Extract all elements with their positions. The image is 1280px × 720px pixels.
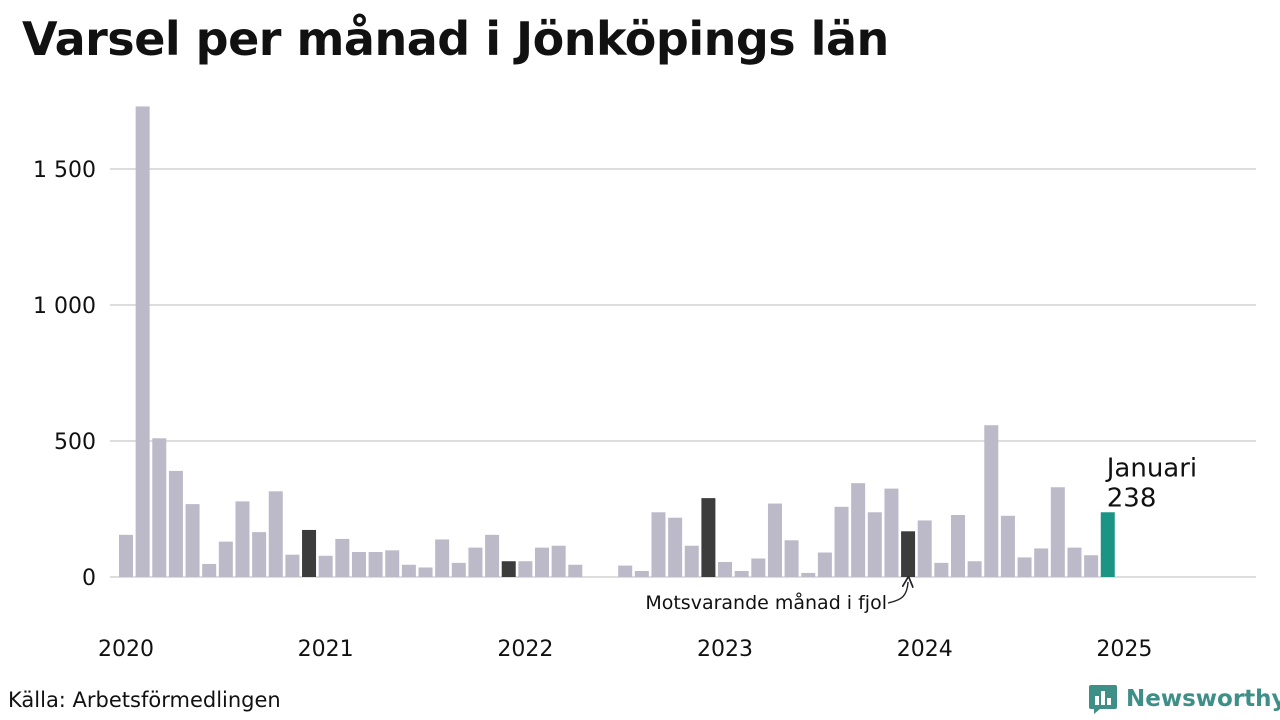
x-tick-label: 2020 [98, 637, 154, 662]
highlight-value-label: 238 [1107, 483, 1157, 513]
bar [867, 512, 882, 577]
bar [751, 558, 766, 577]
x-tick-label: 2022 [497, 637, 553, 662]
bar [418, 567, 433, 577]
bar [551, 545, 566, 577]
bar [684, 545, 699, 577]
bar [967, 561, 982, 577]
bar [1034, 548, 1049, 577]
bar [917, 520, 932, 577]
bar [401, 564, 416, 577]
x-tick-label: 2023 [697, 637, 753, 662]
y-tick-label: 0 [82, 566, 96, 591]
bar-chart: 0 500 1 000 1 500 2020 2021 2022 2023 2024 2025 Ja… [33, 106, 1256, 662]
bar [1050, 487, 1065, 577]
bar [817, 552, 832, 577]
bar [318, 555, 333, 577]
source-label: Källa: Arbetsförmedlingen [8, 688, 281, 712]
brand[interactable]: Newsworthy [1088, 683, 1280, 715]
bar [535, 547, 549, 577]
bar [668, 517, 683, 577]
bar [784, 540, 799, 577]
bar [634, 571, 649, 577]
bar [435, 539, 450, 577]
bar [934, 562, 949, 577]
bar [235, 501, 250, 577]
highlight-month-label: Januari [1105, 453, 1197, 483]
x-tick-label: 2024 [897, 637, 953, 662]
bar [152, 438, 167, 577]
bar [485, 534, 500, 577]
page-title: Varsel per månad i Jönköpings län [22, 12, 889, 66]
y-tick-label: 1 500 [33, 158, 96, 183]
bar [1067, 547, 1082, 577]
bar [568, 564, 583, 577]
annotation-arrow [887, 582, 908, 604]
bar [518, 561, 533, 577]
bar [767, 503, 782, 577]
bar [884, 488, 899, 577]
brand-name: Newsworthy [1126, 686, 1280, 712]
bar [135, 106, 150, 577]
x-tick-label: 2021 [298, 637, 354, 662]
y-tick-label: 500 [54, 430, 96, 455]
bar [501, 561, 516, 577]
y-tick-label: 1 000 [33, 294, 96, 319]
bar [185, 504, 200, 577]
bar [119, 534, 133, 577]
bar [368, 551, 383, 577]
bar [851, 483, 866, 577]
bar [1100, 512, 1115, 577]
bar [734, 571, 749, 577]
annotation-label: Motsvarande månad i fjol [645, 591, 887, 614]
bar [718, 562, 733, 577]
bar [218, 541, 233, 577]
bar [801, 572, 816, 577]
bar [984, 425, 999, 577]
bar [268, 491, 283, 577]
bar [285, 554, 300, 577]
bar [701, 498, 716, 577]
bar [351, 551, 366, 577]
bar [252, 532, 267, 577]
x-tick-label: 2025 [1096, 637, 1152, 662]
bar [385, 550, 400, 577]
bar [168, 470, 183, 577]
bar [302, 529, 317, 577]
bar [651, 512, 666, 577]
bar [1000, 515, 1015, 577]
bar [901, 531, 916, 577]
bar [618, 565, 633, 577]
bar [1017, 557, 1032, 577]
bar [335, 538, 350, 577]
bar [834, 506, 849, 577]
bar [451, 562, 466, 577]
newsworthy-logo-icon [1089, 685, 1117, 714]
bar [1084, 555, 1099, 577]
bar [951, 514, 965, 577]
bar [202, 563, 217, 577]
bar [468, 547, 483, 577]
